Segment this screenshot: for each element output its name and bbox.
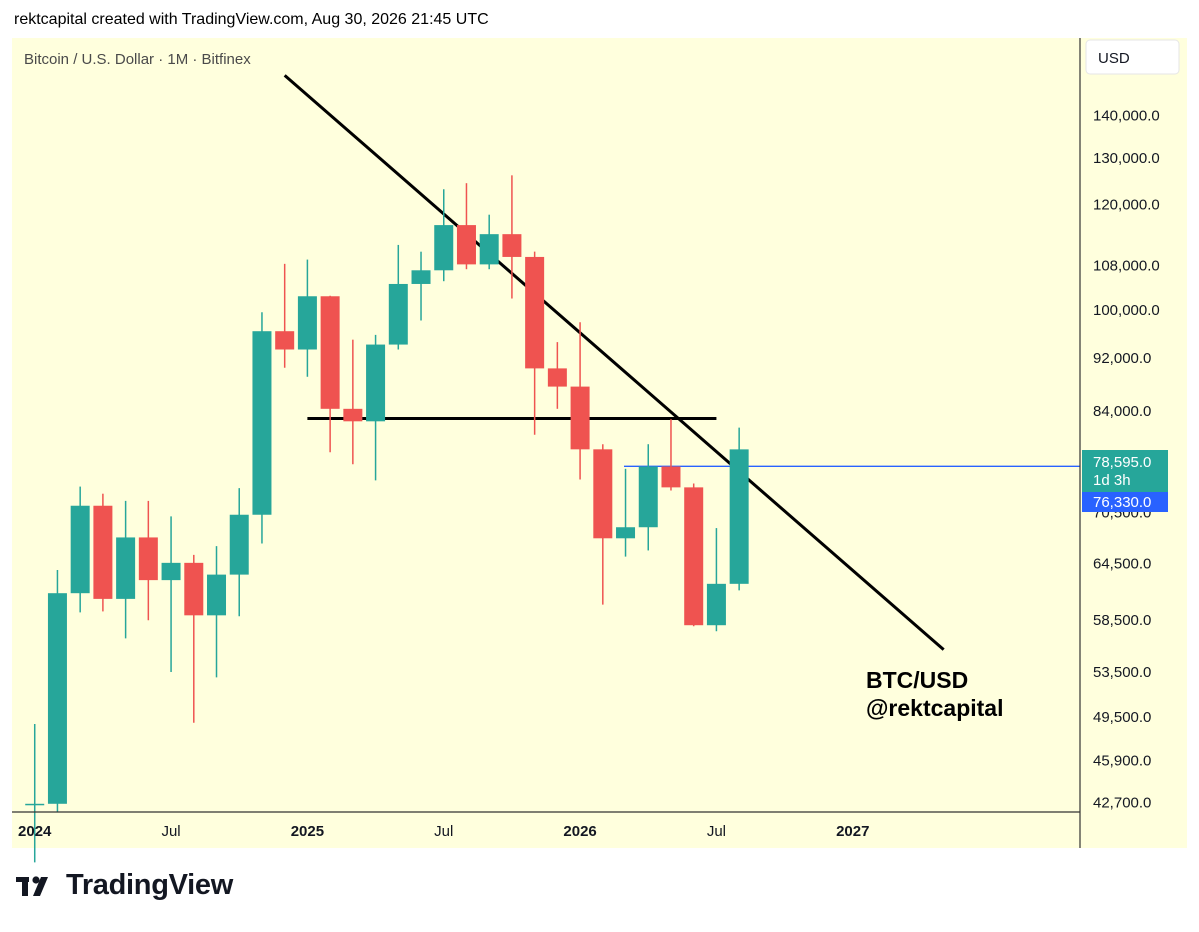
price-tick-label: 49,500.0 — [1093, 709, 1151, 726]
candle-body[interactable] — [434, 225, 454, 271]
chart-credit: rektcapital created with TradingView.com… — [14, 11, 489, 28]
candle-body[interactable] — [252, 331, 272, 515]
price-tick-label: 92,000.0 — [1093, 350, 1151, 367]
candle-body[interactable] — [502, 234, 522, 257]
candle-body[interactable] — [661, 466, 681, 488]
time-tick-label: Jul — [161, 823, 180, 840]
price-tick-label: 100,000.0 — [1093, 302, 1160, 319]
candle-body[interactable] — [25, 803, 45, 806]
price-tick-label: 53,500.0 — [1093, 664, 1151, 681]
time-tick-label: Jul — [707, 823, 726, 840]
price-tick-label: 140,000.0 — [1093, 107, 1160, 124]
candle-body[interactable] — [343, 408, 363, 422]
price-tick-label: 108,000.0 — [1093, 257, 1160, 274]
time-tick-label: 2025 — [291, 823, 324, 840]
symbol-legend: Bitcoin / U.S. Dollar · 1M · Bitfinex — [24, 51, 251, 68]
candle-body[interactable] — [525, 256, 545, 369]
price-tick-label: 130,000.0 — [1093, 150, 1160, 167]
annotation-pair: BTC/USD — [866, 667, 968, 693]
downtrend-line[interactable] — [283, 74, 945, 651]
tradingview-brand[interactable]: TradingView — [16, 869, 233, 902]
candle-body[interactable] — [70, 505, 90, 594]
last-price-value: 78,595.0 — [1093, 454, 1151, 471]
candle-body[interactable] — [161, 562, 181, 581]
annotation-handle: @rektcapital — [866, 695, 1003, 721]
last-price-label: 78,595.0 1d 3h — [1082, 450, 1168, 492]
time-tick-label: 2024 — [18, 823, 52, 840]
tradingview-logo-icon — [16, 875, 48, 896]
chart-background — [12, 38, 1187, 848]
candle-body[interactable] — [388, 283, 408, 345]
candle-body[interactable] — [479, 234, 499, 265]
candle-body[interactable] — [366, 344, 386, 422]
price-tick-label: 45,900.0 — [1093, 753, 1151, 770]
candle-body[interactable] — [729, 449, 749, 584]
price-tick-label: 42,700.0 — [1093, 794, 1151, 811]
candle-body[interactable] — [93, 505, 113, 599]
candle-body[interactable] — [207, 574, 227, 616]
time-tick-label: Jul — [434, 823, 453, 840]
bar-countdown: 1d 3h — [1093, 472, 1131, 489]
candle-body[interactable] — [570, 386, 590, 450]
candle-body[interactable] — [138, 537, 158, 581]
price-tick-label: 58,500.0 — [1093, 612, 1151, 629]
candle-body[interactable] — [297, 296, 317, 350]
candle-body[interactable] — [47, 593, 67, 804]
time-tick-label: 2026 — [563, 823, 596, 840]
candle-body[interactable] — [547, 368, 567, 387]
candle-body[interactable] — [456, 225, 476, 265]
candle-body[interactable] — [706, 583, 726, 626]
candle-body[interactable] — [184, 562, 204, 616]
candle-body[interactable] — [638, 466, 658, 528]
candle-body[interactable] — [411, 270, 431, 284]
currency-button-label: USD — [1098, 50, 1130, 67]
candle-body[interactable] — [229, 514, 249, 575]
marker-price-label: 76,330.0 — [1082, 492, 1168, 512]
price-tick-label: 64,500.0 — [1093, 556, 1151, 573]
candle-body[interactable] — [320, 296, 340, 409]
price-tick-label: 120,000.0 — [1093, 196, 1160, 213]
currency-button[interactable]: USD — [1085, 39, 1180, 75]
brand-name: TradingView — [66, 869, 233, 901]
time-tick-label: 2027 — [836, 823, 869, 840]
marker-price-value: 76,330.0 — [1093, 494, 1151, 511]
candle-body[interactable] — [616, 527, 636, 539]
price-tick-label: 84,000.0 — [1093, 403, 1151, 420]
candle-body[interactable] — [275, 331, 295, 350]
candle-body[interactable] — [116, 537, 136, 599]
candle-body[interactable] — [684, 487, 704, 626]
candle-body[interactable] — [593, 449, 613, 539]
